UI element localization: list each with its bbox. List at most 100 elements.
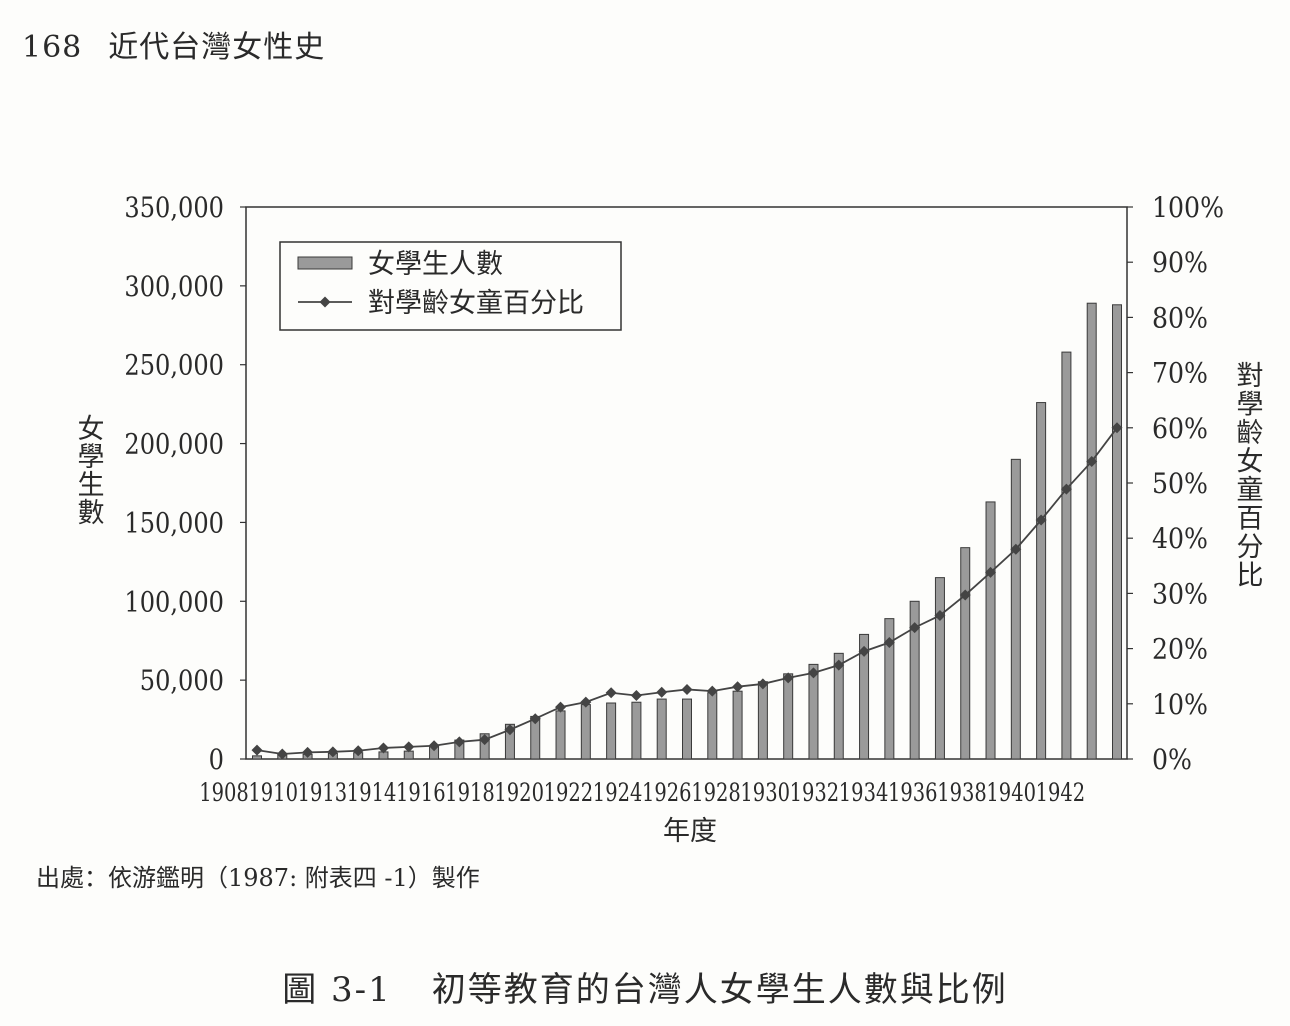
line-point	[934, 609, 946, 621]
y-right-axis-label-char: 分	[1237, 532, 1264, 563]
x-tick-label: 1938	[937, 779, 987, 808]
bar	[960, 547, 971, 760]
y-right-tick-label: 60%	[1152, 413, 1208, 446]
bar	[833, 652, 844, 760]
y-left-axis-label-char: 數	[78, 498, 105, 529]
x-tick-label: 1918	[445, 779, 495, 808]
line-point	[909, 622, 921, 634]
y-left-tick-label: 300,000	[124, 271, 224, 303]
bar	[732, 690, 743, 760]
line-point	[833, 659, 845, 671]
line-point	[453, 736, 465, 748]
y-left-tick-label: 200,000	[124, 429, 224, 461]
line-point	[985, 566, 997, 578]
line-point	[630, 690, 642, 702]
bar	[631, 701, 642, 760]
source-note: 出處：依游鑑明（1987: 附表四 -1）製作	[36, 864, 480, 892]
line-point	[352, 745, 364, 757]
bar	[985, 501, 996, 760]
y-right-tick-label: 30%	[1152, 578, 1208, 611]
y-right-tick-label: 70%	[1152, 357, 1208, 390]
y-right-tick-label: 80%	[1152, 302, 1208, 335]
y-right-tick-label: 40%	[1152, 523, 1208, 556]
figure-caption: 圖 3-1 初等教育的台灣人女學生人數與比例	[0, 962, 1290, 1011]
line-point	[327, 746, 339, 758]
y-left-tick-label: 0	[209, 744, 224, 776]
y-left-axis-label-char: 生	[78, 470, 105, 501]
x-tick-label: 1920	[494, 779, 544, 808]
bar	[909, 600, 920, 760]
y-left-tick-label: 250,000	[124, 350, 224, 382]
line-point	[377, 742, 389, 754]
bar	[1036, 402, 1047, 760]
line-point	[807, 667, 819, 679]
line-point	[580, 696, 592, 708]
line-point	[428, 740, 440, 752]
line-point	[1035, 514, 1047, 526]
y-right-axis-label-char: 學	[1237, 390, 1264, 421]
bar	[808, 663, 819, 760]
line-point	[251, 744, 263, 756]
bar	[884, 618, 895, 760]
line-point	[883, 637, 895, 649]
y-right-tick-label: 0%	[1152, 744, 1192, 777]
y-right-axis-label-char: 比	[1237, 561, 1264, 592]
page-number: 168	[22, 30, 83, 65]
line-point	[681, 683, 693, 695]
running-title: 近代台灣女性史	[108, 30, 326, 65]
legend-line-label: 對學齡女童百分比	[368, 288, 584, 319]
chart: 350,000 300,000 250,000 200,000 150,000 100,0…	[78, 192, 1264, 847]
figure-title: 初等教育的台灣人女學生人數與比例	[431, 970, 1008, 1010]
x-tick-label: 1913	[298, 779, 348, 808]
x-tick-label: 1926	[642, 779, 692, 808]
bar	[1086, 302, 1097, 760]
bar	[707, 692, 718, 760]
x-tick-label: 1934	[839, 779, 889, 808]
line-point	[858, 645, 870, 657]
line-point	[706, 685, 718, 697]
line-point	[959, 589, 971, 601]
bar	[1112, 304, 1122, 760]
figure-number: 圖 3-1	[282, 970, 392, 1010]
x-tick-label: 1924	[593, 779, 643, 808]
y-right-tick-label: 50%	[1152, 468, 1208, 501]
line-series	[251, 422, 1123, 760]
bar	[757, 681, 768, 760]
line-point	[732, 681, 744, 693]
bar	[682, 698, 692, 760]
legend-bar-label: 女學生人數	[368, 249, 503, 280]
x-tick-label: 1932	[790, 779, 840, 808]
y-left-tick-label: 150,000	[124, 508, 224, 540]
bar	[656, 698, 667, 760]
legend-bar-swatch	[297, 256, 353, 270]
x-tick-label: 1936	[888, 779, 938, 808]
x-tick-label: 1940	[986, 779, 1036, 808]
y-right-axis-label-char: 女	[1237, 447, 1264, 478]
x-tick-label: 1916	[396, 779, 446, 808]
line-point	[656, 686, 668, 698]
y-right-axis-label-char: 百	[1237, 504, 1264, 535]
bar	[934, 577, 945, 760]
line-point	[403, 741, 415, 753]
y-right-tick-label: 90%	[1152, 247, 1208, 280]
y-left-tick-label: 50,000	[140, 665, 224, 697]
line-point	[555, 701, 567, 713]
bar	[479, 733, 490, 760]
y-left-axis-label-char: 女	[78, 414, 105, 445]
x-tick-label: 1910	[248, 779, 298, 808]
page-header: 168 近代台灣女性史	[22, 22, 325, 66]
x-tick-label: 1930	[740, 779, 790, 808]
line-point	[1010, 543, 1022, 555]
bar	[606, 702, 617, 760]
y-right-tick-label: 10%	[1152, 689, 1208, 722]
bar	[859, 633, 870, 760]
line-point	[1111, 422, 1123, 434]
x-tick-label: 1908	[199, 779, 249, 808]
line-point	[1086, 455, 1098, 467]
y-right-axis-label-char: 童	[1237, 475, 1264, 506]
x-axis-label: 年度	[663, 816, 717, 847]
line-point	[1060, 483, 1072, 495]
y-left-tick-label: 100,000	[124, 587, 224, 619]
x-tick-label: 1928	[691, 779, 741, 808]
